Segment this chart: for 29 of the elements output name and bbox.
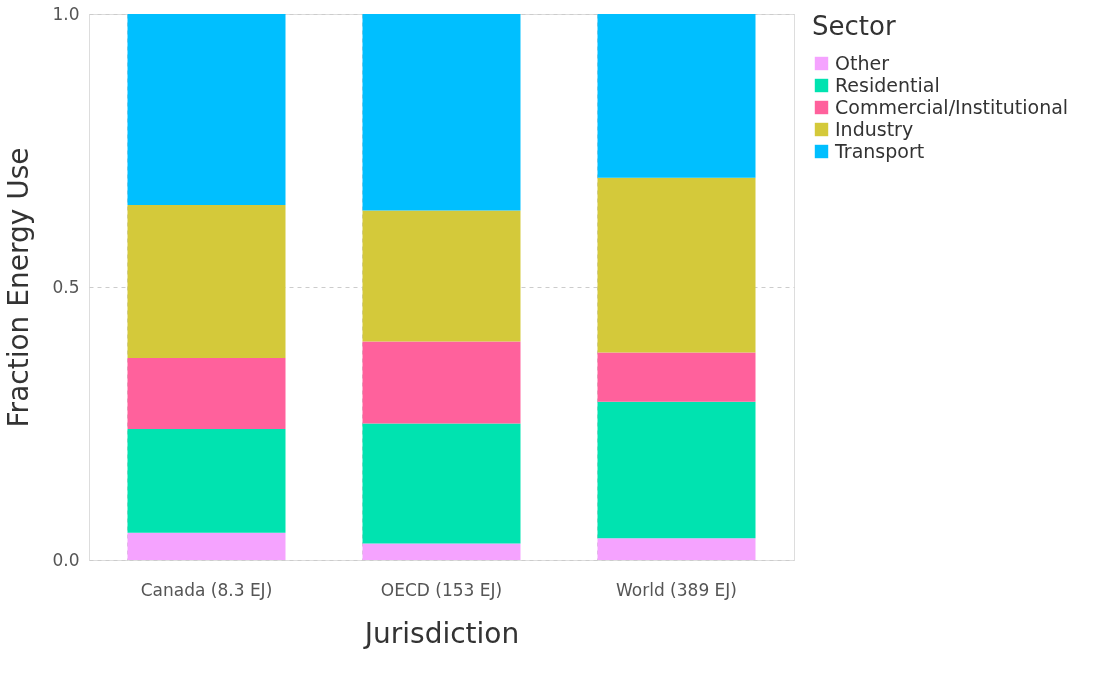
y-tick-label: 0.0 bbox=[52, 549, 80, 570]
bar bbox=[127, 14, 286, 206]
y-axis-title: Fraction Energy Use bbox=[2, 147, 36, 428]
y-tick-label: 1.0 bbox=[52, 3, 80, 24]
bar bbox=[362, 543, 521, 560]
bar bbox=[597, 14, 756, 178]
bar bbox=[597, 538, 756, 560]
legend-label: Commercial/Institutional bbox=[835, 95, 1069, 118]
bar bbox=[597, 177, 756, 353]
x-tick-label: World (389 EJ) bbox=[616, 579, 737, 600]
legend-label: Transport bbox=[834, 139, 925, 162]
bar bbox=[597, 352, 756, 402]
x-axis-title: Jurisdiction bbox=[362, 616, 520, 650]
bar bbox=[127, 532, 286, 560]
x-tick-label: Canada (8.3 EJ) bbox=[140, 579, 273, 600]
legend-label: Other bbox=[835, 51, 890, 74]
legend-title: Sector bbox=[812, 11, 896, 41]
y-tick-label: 0.5 bbox=[52, 276, 80, 297]
bar bbox=[362, 423, 521, 544]
bar bbox=[362, 14, 521, 211]
bar bbox=[127, 428, 286, 533]
x-tick-label: OECD (153 EJ) bbox=[380, 579, 503, 600]
bar bbox=[362, 210, 521, 342]
legend-label: Industry bbox=[835, 117, 914, 140]
bar bbox=[127, 357, 286, 429]
legend-label: Residential bbox=[835, 73, 940, 96]
bar bbox=[362, 341, 521, 424]
bar bbox=[597, 401, 756, 539]
bar bbox=[127, 205, 286, 358]
